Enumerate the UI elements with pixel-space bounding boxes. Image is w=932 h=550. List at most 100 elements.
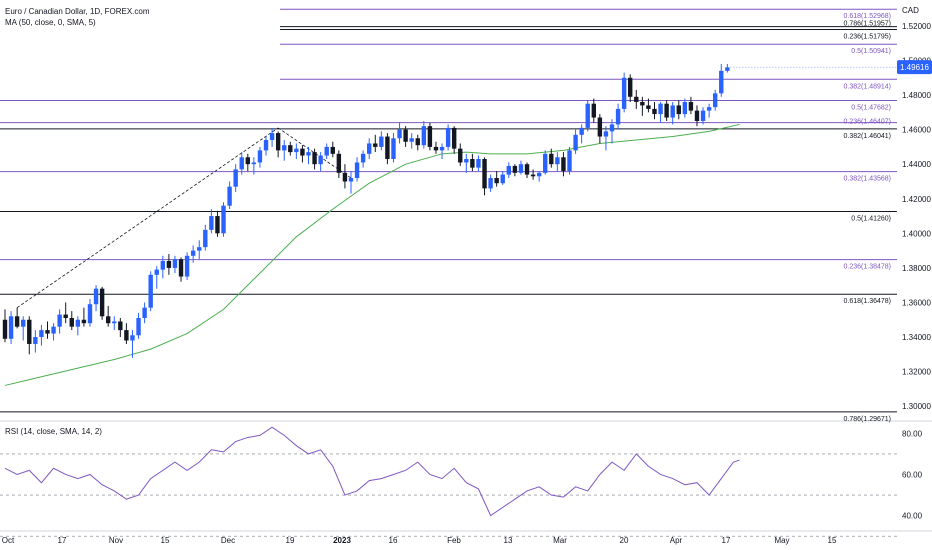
time-axis-tick: Apr [670,536,683,545]
candle-body [676,105,681,115]
candle-body [512,165,518,173]
candle-body [190,250,196,256]
candle-body [573,134,578,151]
candle-body [312,152,317,165]
candle-body [597,117,603,137]
currency-label: CAD [902,6,919,15]
candle-body [682,101,688,115]
candle-body [342,172,348,182]
candle-body [39,330,44,338]
time-axis-tick: 2023 [333,536,351,545]
candle-body [75,319,81,327]
candle-body [33,337,38,344]
candle-body [245,157,250,165]
candle-body [154,269,159,275]
candle-body [172,259,178,268]
candle-body [300,148,305,156]
last-price-label: 1.49616 [900,63,929,72]
candle-body [57,314,62,327]
fib-level-label: 0.618(1.36478) [844,298,891,305]
candle-body [324,146,329,156]
price-axis-tick: 1.34000 [902,333,931,342]
candle-body [391,138,396,160]
candle-body [215,216,220,234]
price-axis-tick: 1.32000 [902,368,931,377]
time-axis-tick: Oct [2,536,15,545]
candle-body [354,162,360,179]
candle-body [719,70,724,94]
price-axis-tick: 1.48000 [902,91,931,100]
candle-body [69,318,74,327]
time-axis-tick: May [774,536,789,545]
candle-body [148,274,153,308]
candle-body [197,247,202,251]
candle-body [403,129,408,142]
candle-body [445,127,451,147]
last-price-badge [897,60,932,75]
rsi-indicator-label: RSI (14, close, SMA, 14, 2) [5,427,102,436]
fib-level-label: 0.786(1.51957) [844,21,891,28]
fib-level-label: 0.5(1.50941) [851,48,891,55]
candle-body [549,153,554,165]
candle-body [99,288,105,317]
rsi-axis-tick: 40.00 [902,512,923,521]
candle-body [275,133,281,151]
candle-body [652,108,657,115]
candle-body [330,146,335,154]
candle-body [664,103,669,118]
candle-body [318,155,323,165]
candle-body [476,159,481,168]
fib-level-label: 0.5(1.47682) [851,105,891,112]
rsi-line [4,426,740,517]
candle-body [118,321,123,331]
candle-body [14,316,20,327]
candle-body [239,157,244,170]
price-axis-tick: 1.42000 [902,195,931,204]
candle-body [409,138,414,142]
ma-indicator-label: MA (50, close, 0, SMA, 5) [5,18,96,27]
candle-body [21,319,26,327]
candle-body [348,178,354,182]
candle-body [646,105,651,109]
candle-body [609,124,615,132]
candle-body [227,186,232,206]
fib-level-label: 0.382(1.46041) [844,133,891,140]
candle-body [536,172,542,177]
candle-body [367,143,372,154]
chart-header: Euro / Canadian Dollar, 1D, FOREX.com MA… [5,6,150,28]
candle-body [124,330,129,341]
candle-body [530,174,536,177]
candle-body [700,110,706,121]
fib-level-label: 0.382(1.43568) [844,176,891,183]
candle-body [628,77,633,97]
fib-level-label: 0.236(1.46407) [844,119,891,126]
candle-body [591,103,596,118]
candle-body [482,159,487,189]
fib-level-label: 0.382(1.48914) [844,83,891,90]
candle-body [136,318,141,336]
candle-body [439,146,445,151]
candle-body [288,145,293,153]
candle-body [112,321,117,324]
candle-body [221,205,226,234]
candle-body [178,259,184,277]
price-axis-tick: 1.36000 [902,298,931,307]
time-axis-tick: 17 [58,536,67,545]
candle-body [282,145,287,151]
candle-body [142,307,147,319]
candle-body [93,288,99,305]
candle-body [203,229,208,248]
price-axis-tick: 1.40000 [902,229,931,238]
candle-body [712,93,718,108]
candle-body [640,101,645,106]
candle-body [561,157,566,172]
candle-body [555,157,560,165]
candle-body [615,108,621,125]
candle-body [470,159,475,168]
time-axis-tick: 20 [620,536,629,545]
candle-body [725,67,730,71]
candle-body [524,164,530,175]
candle-body [543,153,548,173]
